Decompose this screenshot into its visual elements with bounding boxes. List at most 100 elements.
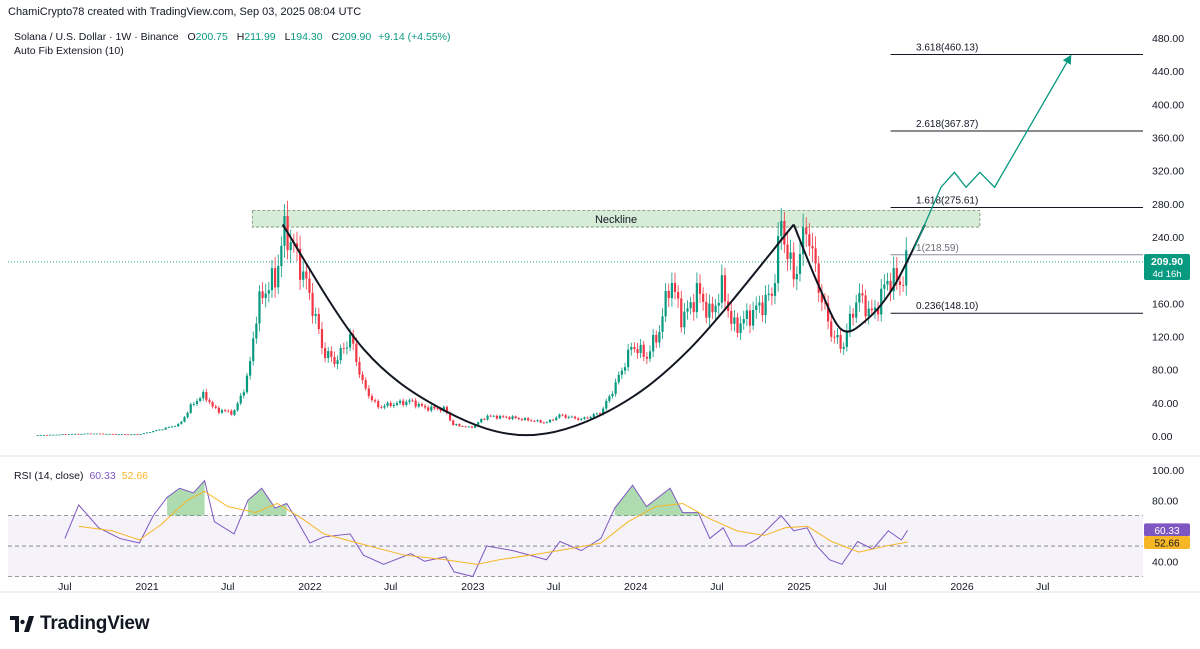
candle-body (83, 433, 86, 435)
candle-body (508, 417, 511, 420)
candle-body (270, 268, 274, 291)
ohlc-high-label: H (236, 31, 245, 43)
candle-body (495, 415, 499, 419)
candle-body (80, 433, 83, 435)
candle-body (445, 406, 449, 414)
candle-body (145, 432, 149, 434)
candle-body (623, 367, 627, 371)
candle-body (851, 313, 855, 318)
rsi-legend-value: 60.33 (89, 470, 116, 482)
time-tick-label: 2023 (461, 581, 485, 593)
candle-body (705, 301, 708, 318)
candle-body (258, 291, 261, 324)
candle-body (170, 426, 174, 428)
rsi-title[interactable]: RSI (14, close) (14, 470, 84, 482)
candle-body (267, 290, 270, 294)
candle-body (74, 433, 77, 435)
candle-body (139, 434, 142, 435)
candle-body (901, 285, 905, 286)
candle-body (436, 408, 439, 410)
candle-body (839, 335, 842, 349)
candle-body (380, 407, 383, 408)
candle-body (873, 307, 877, 311)
candle-body (180, 421, 183, 424)
candle-body (364, 380, 367, 389)
candle-body (695, 283, 698, 313)
candle-body (320, 329, 324, 349)
candle-body (814, 248, 817, 264)
symbol-legend: Solana / U.S. Dollar · 1W · Binance O200… (14, 30, 451, 58)
candle-body (383, 405, 386, 408)
candle-body (302, 271, 305, 280)
candle-body (230, 410, 233, 415)
rsi-legend-ma: 52.66 (121, 470, 149, 482)
candle-body (714, 305, 717, 313)
candle-body (283, 216, 286, 246)
candle-body (583, 417, 586, 419)
candle-body (61, 434, 64, 436)
candle-body (773, 283, 777, 296)
candle-body (214, 406, 217, 408)
candle-body (820, 292, 823, 303)
candle-body (439, 409, 442, 412)
price-chart[interactable]: Neckline 0.236(148.10) 1(218.59) 1.618(275… (0, 0, 1200, 610)
candle-body (720, 275, 723, 303)
candle-body (867, 308, 870, 317)
candle-body (848, 313, 852, 331)
candle-body (733, 317, 736, 324)
candle-body (333, 356, 336, 364)
candle-body (486, 415, 489, 420)
price-tick-label: 320.00 (1152, 166, 1184, 178)
candle-body (580, 418, 583, 420)
candle-body (723, 275, 727, 302)
candle-body (336, 360, 339, 364)
time-tick-label: Jul (1036, 581, 1049, 593)
candle-body (86, 433, 89, 435)
candle-body (789, 252, 792, 260)
candle-body (36, 435, 39, 436)
candle-body (423, 405, 427, 408)
candle-body (117, 434, 120, 436)
candle-body (242, 392, 245, 396)
candle-body (636, 349, 639, 354)
candle-body (202, 391, 205, 399)
candle-body (608, 396, 611, 401)
candle-body (277, 266, 280, 288)
ohlc-close-label: C (331, 31, 340, 43)
candle-body (558, 414, 561, 418)
candle-body (199, 398, 202, 401)
neckline-label: Neckline (595, 214, 637, 226)
price-tick-label: 280.00 (1152, 199, 1184, 211)
candle-body (611, 393, 614, 397)
candle-body (505, 416, 508, 418)
candle-body (280, 245, 283, 267)
candle-body (886, 280, 889, 285)
neckline-zone (251, 210, 981, 228)
candle-body (783, 220, 786, 245)
candle-body (42, 434, 45, 436)
candle-body (483, 418, 486, 420)
candle-body (152, 431, 155, 433)
candle-body (777, 236, 780, 284)
candle-body (77, 433, 80, 435)
candle-body (520, 418, 524, 420)
tradingview-logo[interactable]: TradingView (10, 613, 150, 635)
symbol-title[interactable]: Solana / U.S. Dollar · 1W · Binance (14, 31, 179, 43)
candle-body (323, 348, 327, 359)
handle-curve (792, 224, 926, 333)
candle-body (664, 290, 667, 317)
candle-body (502, 415, 505, 417)
candle-body (598, 413, 602, 415)
rsi-line (64, 479, 908, 578)
indicator-name[interactable]: Auto Fib Extension (10) (14, 45, 124, 57)
candle-body (827, 303, 830, 322)
candle-body (192, 404, 195, 405)
candle-body (545, 422, 549, 424)
candle-body (758, 302, 761, 306)
candle-body (673, 282, 677, 293)
candle-body (177, 423, 180, 427)
candle-body (264, 293, 267, 299)
ohlc-open: 200.75 (195, 31, 228, 43)
candle-body (455, 424, 458, 426)
candle-body (311, 292, 314, 316)
